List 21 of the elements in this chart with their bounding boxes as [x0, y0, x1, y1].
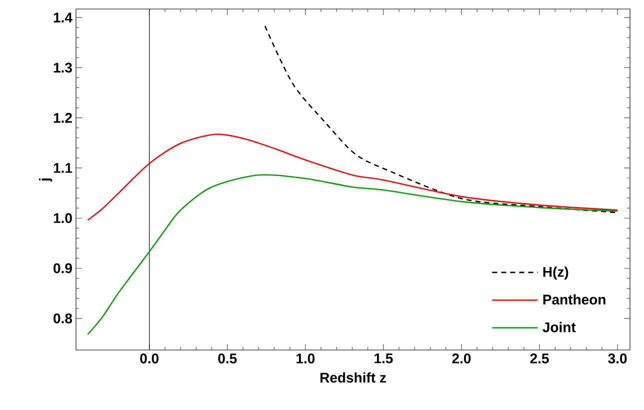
- y-tick-label: 1.4: [54, 12, 72, 22]
- y-tick-label: 1.0: [54, 213, 72, 224]
- legend-label: Joint: [542, 322, 576, 332]
- x-tick-label: 1.5: [374, 354, 393, 364]
- y-tick-label: 1.2: [54, 112, 72, 123]
- y-axis-title: j: [39, 178, 52, 182]
- legend-label: H(z): [543, 266, 568, 280]
- x-tick-label: 0.0: [140, 354, 159, 364]
- legend-label: Pantheon: [543, 294, 606, 305]
- x-tick-label: 2.0: [452, 354, 471, 364]
- x-tick-label: 3.0: [608, 354, 627, 364]
- line-series: [87, 174, 618, 336]
- line-series: [87, 134, 618, 221]
- x-tick-label: 1.0: [296, 354, 315, 364]
- x-axis-title: Redshift z: [320, 372, 386, 383]
- y-tick-label: 1.3: [54, 62, 72, 73]
- x-tick-label: 2.5: [530, 354, 549, 364]
- y-tick-label: 0.8: [54, 313, 72, 324]
- y-tick-label: 1.1: [54, 163, 72, 173]
- x-tick-label: 0.5: [218, 354, 237, 364]
- y-tick-label: 0.9: [54, 263, 72, 274]
